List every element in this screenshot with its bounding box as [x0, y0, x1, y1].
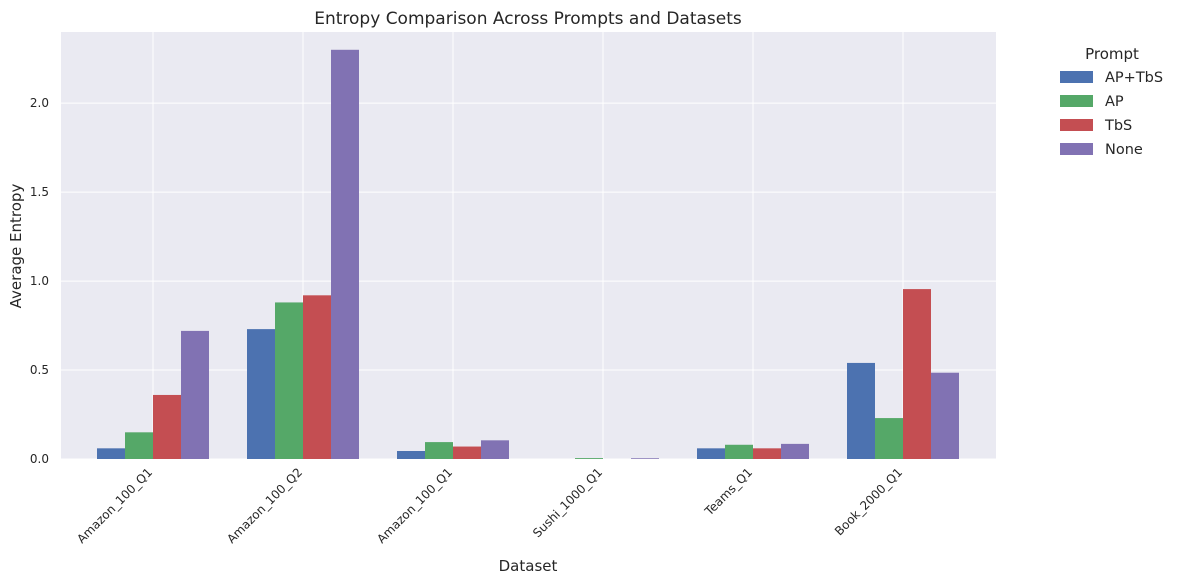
bar — [753, 448, 781, 459]
bar — [397, 450, 425, 459]
bar — [575, 458, 603, 459]
legend-items: AP+TbS AP TbS None — [1060, 70, 1163, 158]
bar — [631, 458, 659, 459]
legend-title: Prompt — [1085, 45, 1139, 63]
y-tick-label: 0.5 — [30, 363, 49, 377]
x-tick-label: Amazon_100_Q2 — [224, 465, 305, 546]
bar — [847, 362, 875, 459]
bar — [481, 440, 509, 459]
legend-label: None — [1105, 142, 1143, 158]
x-tick-label: Sushi_1000_Q1 — [530, 465, 605, 540]
bar — [931, 372, 959, 459]
x-tick-label: Teams_Q1 — [701, 465, 755, 519]
bar — [425, 442, 453, 459]
legend: Prompt AP+TbS AP TbS None — [1060, 45, 1163, 158]
bar — [453, 446, 481, 459]
bar — [903, 289, 931, 459]
bar — [97, 448, 125, 459]
x-tick-label: Book_2000_Q1 — [832, 465, 905, 538]
bar — [875, 418, 903, 459]
x-tick-label: Amazon_100_Q1 — [74, 465, 155, 546]
legend-label: AP — [1105, 94, 1124, 110]
bar — [153, 394, 181, 459]
legend-swatch — [1060, 119, 1093, 131]
bars-layer — [97, 49, 959, 460]
y-axis-label: Average Entropy — [7, 184, 25, 309]
bar — [781, 443, 809, 459]
y-tick-label: 2.0 — [30, 96, 49, 110]
x-axis-label: Dataset — [499, 557, 558, 575]
legend-label: TbS — [1104, 118, 1132, 134]
legend-swatch — [1060, 143, 1093, 155]
legend-swatch — [1060, 95, 1093, 107]
legend-label: AP+TbS — [1105, 70, 1163, 86]
bar — [247, 329, 275, 459]
y-tick-label: 0.0 — [30, 452, 49, 466]
legend-swatch — [1060, 71, 1093, 83]
y-tick-label: 1.0 — [30, 274, 49, 288]
bar — [331, 49, 359, 460]
bar — [125, 432, 153, 459]
bar — [275, 302, 303, 459]
chart-title: Entropy Comparison Across Prompts and Da… — [314, 9, 742, 29]
x-tick-label: Amazon_100_Q1 — [374, 465, 455, 546]
bar — [697, 448, 725, 459]
y-tick-label: 1.5 — [30, 185, 49, 199]
bar — [725, 444, 753, 459]
bar — [181, 330, 209, 459]
bar — [303, 295, 331, 459]
